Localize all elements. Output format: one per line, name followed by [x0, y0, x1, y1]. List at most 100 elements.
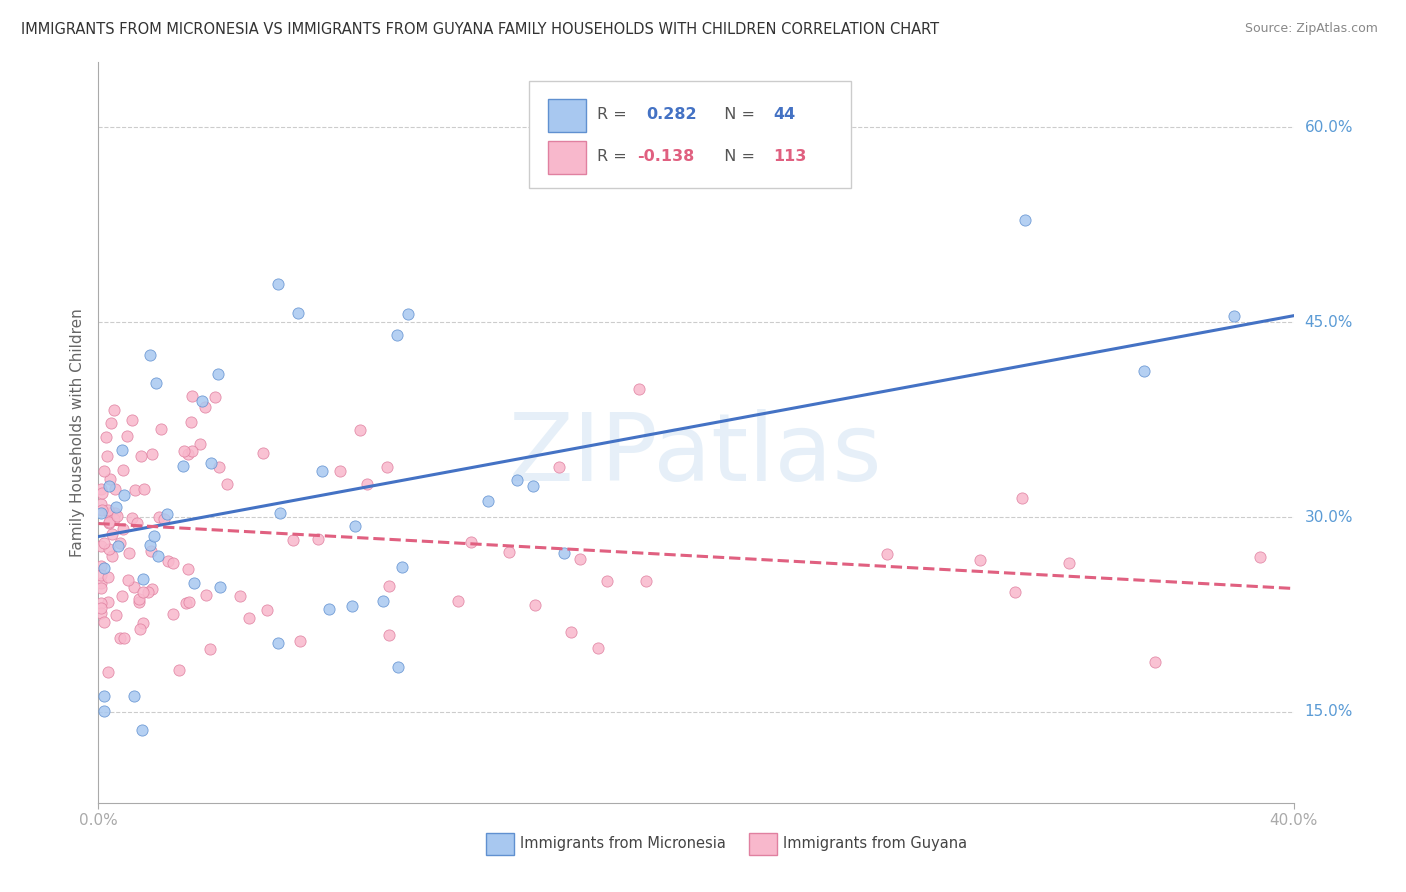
- Point: [173, 444, 195, 458]
- Text: N =: N =: [714, 149, 761, 164]
- Point: [90, 559, 112, 574]
- Point: [560, 624, 582, 639]
- Point: [200, 457, 222, 471]
- Point: [477, 493, 499, 508]
- Point: [97, 515, 120, 529]
- Point: [204, 390, 226, 404]
- Point: [1004, 585, 1026, 599]
- Point: [139, 537, 162, 551]
- Text: -0.138: -0.138: [637, 149, 695, 164]
- Point: [177, 595, 200, 609]
- Text: 0.282: 0.282: [645, 107, 696, 122]
- Text: 30.0%: 30.0%: [1305, 509, 1353, 524]
- Point: [287, 306, 309, 320]
- Text: N =: N =: [714, 107, 761, 122]
- Point: [125, 516, 148, 531]
- Point: [94, 430, 117, 444]
- Point: [132, 572, 155, 586]
- Point: [267, 277, 290, 292]
- Point: [128, 595, 150, 609]
- Point: [311, 464, 333, 478]
- Point: [97, 516, 120, 530]
- Point: [180, 389, 202, 403]
- Point: [97, 595, 120, 609]
- Point: [318, 602, 340, 616]
- Point: [378, 628, 401, 642]
- Point: [136, 584, 159, 599]
- Point: [91, 503, 114, 517]
- Point: [117, 546, 139, 560]
- Point: [252, 446, 274, 460]
- Text: IMMIGRANTS FROM MICRONESIA VS IMMIGRANTS FROM GUYANA FAMILY HOUSEHOLDS WITH CHIL: IMMIGRANTS FROM MICRONESIA VS IMMIGRANTS…: [21, 22, 939, 37]
- Point: [1133, 364, 1156, 378]
- Point: [181, 443, 204, 458]
- Point: [121, 511, 143, 525]
- Point: [104, 608, 127, 623]
- Point: [1144, 656, 1167, 670]
- Point: [90, 581, 112, 595]
- Point: [153, 512, 176, 526]
- Point: [90, 506, 112, 520]
- Point: [391, 560, 413, 574]
- Point: [281, 533, 304, 548]
- Point: [112, 487, 135, 501]
- Point: [269, 506, 291, 520]
- Point: [157, 554, 180, 568]
- Point: [169, 663, 191, 677]
- Point: [266, 636, 288, 650]
- Point: [141, 582, 163, 596]
- Point: [90, 575, 112, 590]
- Point: [111, 443, 134, 458]
- Point: [90, 568, 112, 582]
- Point: [148, 510, 170, 524]
- Point: [98, 478, 121, 492]
- Point: [595, 574, 617, 589]
- Point: [90, 539, 112, 553]
- Point: [447, 594, 470, 608]
- Point: [139, 348, 162, 362]
- Point: [356, 476, 378, 491]
- Point: [122, 580, 145, 594]
- Text: R =: R =: [596, 107, 631, 122]
- Point: [1223, 309, 1246, 323]
- Point: [115, 428, 138, 442]
- FancyBboxPatch shape: [529, 81, 852, 188]
- Point: [90, 482, 112, 496]
- Point: [547, 460, 569, 475]
- Point: [191, 394, 214, 409]
- Point: [568, 552, 591, 566]
- Text: ZIPatlas: ZIPatlas: [509, 409, 883, 500]
- Point: [142, 528, 165, 542]
- Point: [128, 592, 150, 607]
- Point: [93, 615, 115, 629]
- Point: [498, 545, 520, 559]
- Point: [112, 462, 135, 476]
- Point: [373, 594, 395, 608]
- Point: [141, 447, 163, 461]
- Point: [103, 402, 125, 417]
- Point: [290, 634, 312, 648]
- Point: [172, 458, 194, 473]
- Point: [506, 473, 529, 487]
- Text: 60.0%: 60.0%: [1305, 120, 1353, 135]
- Point: [93, 536, 115, 550]
- Point: [117, 573, 139, 587]
- Y-axis label: Family Households with Children: Family Households with Children: [69, 309, 84, 557]
- Point: [124, 483, 146, 498]
- Point: [396, 307, 419, 321]
- Point: [107, 539, 129, 553]
- FancyBboxPatch shape: [748, 833, 778, 855]
- Text: Source: ZipAtlas.com: Source: ZipAtlas.com: [1244, 22, 1378, 36]
- Point: [141, 544, 163, 558]
- Point: [385, 327, 409, 342]
- Point: [553, 546, 575, 560]
- Point: [90, 596, 112, 610]
- Point: [183, 576, 205, 591]
- Point: [97, 502, 120, 516]
- Point: [627, 382, 650, 396]
- Point: [108, 631, 131, 645]
- Point: [110, 535, 132, 549]
- Point: [586, 640, 609, 655]
- Point: [100, 416, 122, 430]
- Point: [98, 506, 121, 520]
